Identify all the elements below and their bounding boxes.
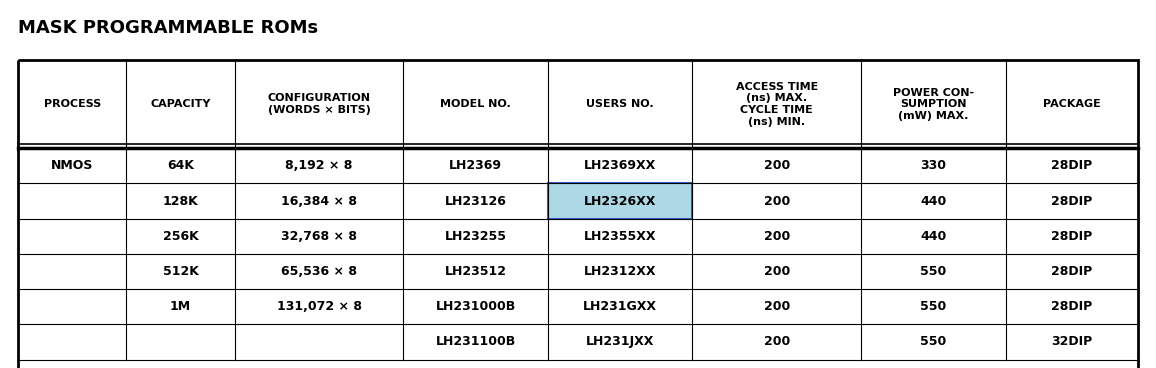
Text: 550: 550 [920,300,947,313]
Text: 1M: 1M [170,300,191,313]
Text: LH2369: LH2369 [450,159,502,172]
Text: POWER CON-
SUMPTION
(mW) MAX.: POWER CON- SUMPTION (mW) MAX. [892,88,973,121]
Text: USERS NO.: USERS NO. [586,99,654,109]
Text: 440: 440 [920,230,947,243]
Text: 28DIP: 28DIP [1051,300,1092,313]
Text: LH231100B: LH231100B [436,336,516,348]
Text: 16,384 × 8: 16,384 × 8 [281,195,357,208]
Text: MODEL NO.: MODEL NO. [440,99,511,109]
Text: LH231000B: LH231000B [436,300,516,313]
Text: LH23255: LH23255 [445,230,506,243]
Text: 200: 200 [764,230,790,243]
Text: LH2355XX: LH2355XX [584,230,657,243]
Text: 200: 200 [764,336,790,348]
Text: ACCESS TIME
(ns) MAX.
CYCLE TIME
(ns) MIN.: ACCESS TIME (ns) MAX. CYCLE TIME (ns) MI… [735,82,817,127]
Text: 131,072 × 8: 131,072 × 8 [276,300,362,313]
Text: 330: 330 [920,159,947,172]
Text: 200: 200 [764,195,790,208]
Text: 28DIP: 28DIP [1051,265,1092,278]
Text: PACKAGE: PACKAGE [1043,99,1101,109]
Text: LH23512: LH23512 [445,265,506,278]
Text: 65,536 × 8: 65,536 × 8 [281,265,357,278]
Text: LH2369XX: LH2369XX [584,159,657,172]
Text: CONFIGURATION
(WORDS × BITS): CONFIGURATION (WORDS × BITS) [267,93,371,115]
Text: LH231JXX: LH231JXX [586,336,654,348]
Text: CAPACITY: CAPACITY [150,99,210,109]
Text: NMOS: NMOS [51,159,94,172]
Text: 128K: 128K [163,195,199,208]
Text: LH2326XX: LH2326XX [584,195,657,208]
Text: 28DIP: 28DIP [1051,230,1092,243]
Text: 28DIP: 28DIP [1051,195,1092,208]
Text: 512K: 512K [163,265,199,278]
Text: LH231GXX: LH231GXX [583,300,657,313]
Text: 32,768 × 8: 32,768 × 8 [281,230,357,243]
Text: 550: 550 [920,265,947,278]
Text: 440: 440 [920,195,947,208]
Text: LH23126: LH23126 [445,195,506,208]
Text: 32DIP: 32DIP [1051,336,1092,348]
Text: LH2312XX: LH2312XX [584,265,657,278]
Text: 28DIP: 28DIP [1051,159,1092,172]
Text: 200: 200 [764,265,790,278]
Text: MASK PROGRAMMABLE ROMs: MASK PROGRAMMABLE ROMs [18,18,318,36]
Text: 200: 200 [764,159,790,172]
Text: 64K: 64K [168,159,194,172]
Bar [548,184,692,219]
Text: PROCESS: PROCESS [44,99,101,109]
Text: 200: 200 [764,300,790,313]
Text: 8,192 × 8: 8,192 × 8 [286,159,353,172]
Text: 550: 550 [920,336,947,348]
Text: 256K: 256K [163,230,199,243]
